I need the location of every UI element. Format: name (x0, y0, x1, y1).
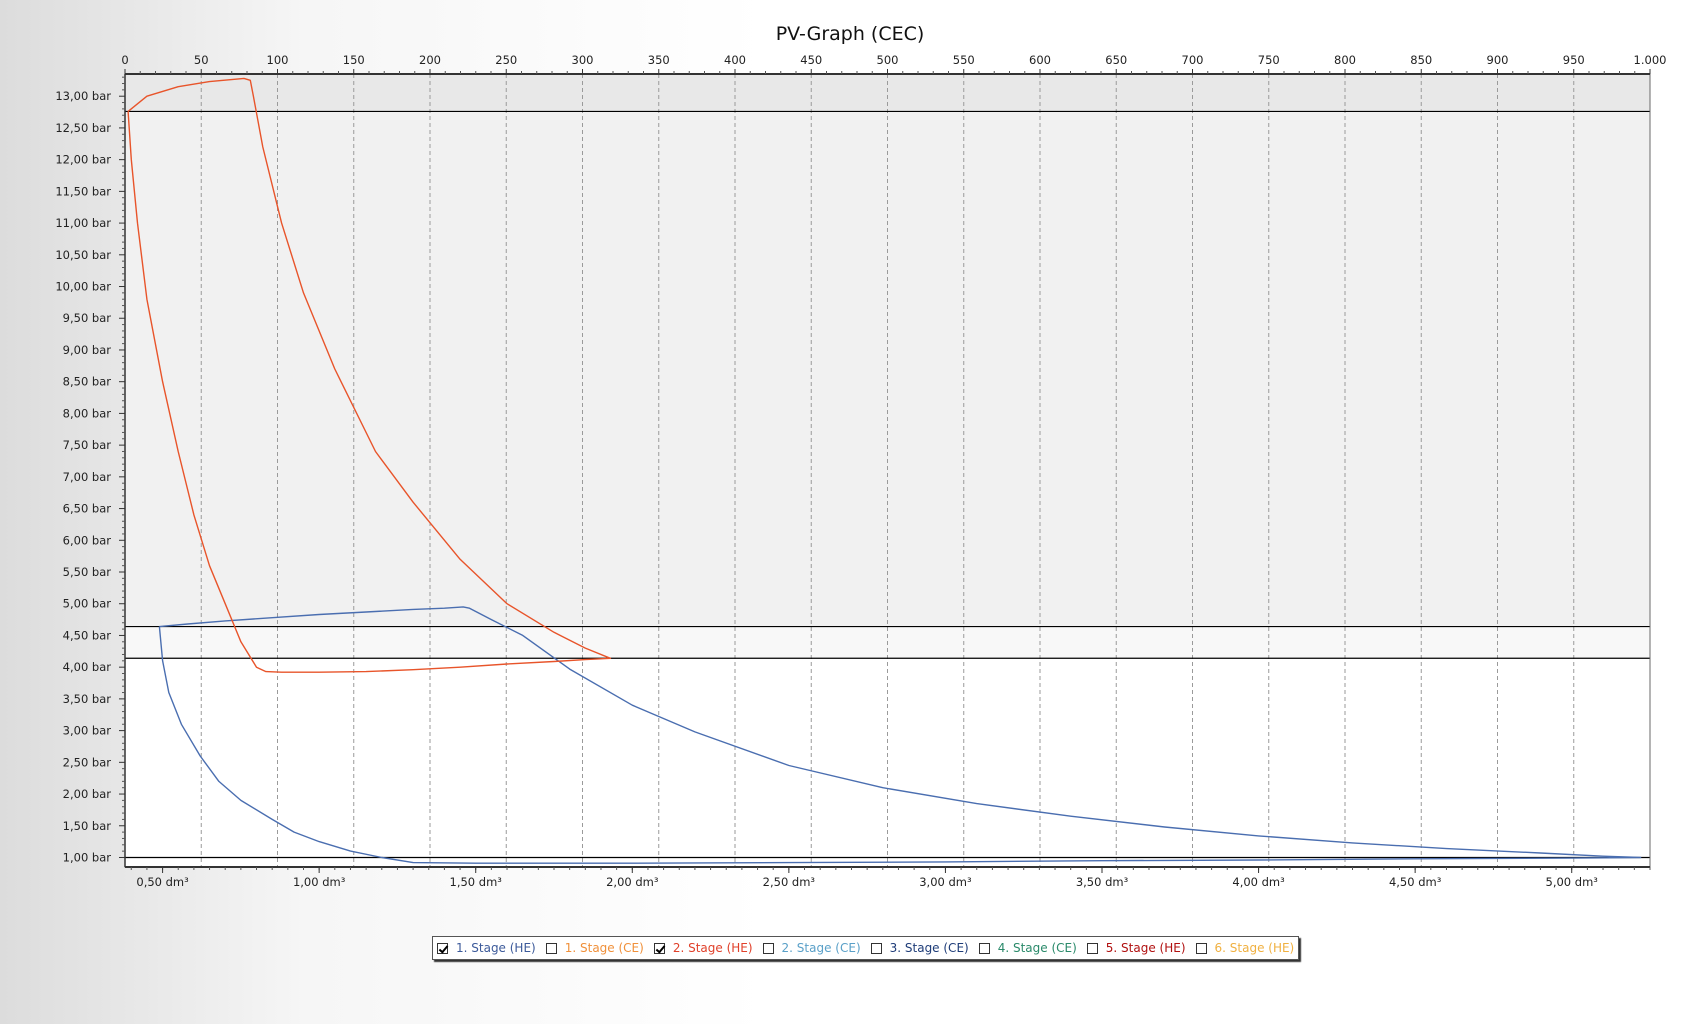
top-axis-tick-label: 0 (121, 53, 128, 67)
y-axis-tick-label: 1,50 bar (63, 819, 112, 833)
legend-item[interactable]: 4. Stage (CE) (978, 941, 1077, 955)
top-axis-tick-label: 750 (1258, 53, 1280, 67)
chart-legend: 1. Stage (HE) 1. Stage (CE) 2. Stage (HE) 2… (432, 936, 1300, 960)
y-axis-tick-label: 12,00 bar (55, 153, 111, 167)
y-axis-tick-label: 5,00 bar (63, 597, 112, 611)
x-axis-tick-label: 3,50 dm³ (1076, 875, 1129, 889)
legend-item[interactable]: 1. Stage (HE) (437, 941, 536, 955)
legend-item[interactable]: 5. Stage (HE) (1086, 941, 1186, 955)
y-axis-tick-label: 4,50 bar (63, 628, 112, 642)
series-line (158, 606, 1642, 864)
top-axis-tick-label: 500 (877, 53, 899, 67)
top-axis-tick-label: 650 (1105, 53, 1127, 67)
top-axis-tick-label: 400 (724, 53, 746, 67)
top-axis-tick-label: 350 (648, 53, 670, 67)
y-axis-tick-label: 3,00 bar (63, 724, 112, 738)
y-axis-tick-label: 10,00 bar (55, 280, 111, 294)
x-axis-tick-label: 2,00 dm³ (606, 875, 659, 889)
y-axis-tick-label: 10,50 bar (55, 248, 111, 262)
y-axis-tick-label: 6,00 bar (63, 533, 112, 547)
top-axis-tick-label: 800 (1334, 53, 1356, 67)
top-axis-tick-label: 150 (343, 53, 365, 67)
top-axis-tick-label: 450 (800, 53, 822, 67)
top-axis-tick-label: 850 (1410, 53, 1432, 67)
top-axis-tick-label: 1.000 (1634, 53, 1667, 67)
axes: 0 50 100 150 200 250 300 350 400 450 500 550 600 650 7… (55, 53, 1666, 889)
y-axis-tick-label: 12,50 bar (55, 121, 111, 135)
top-axis-tick-label: 550 (953, 53, 975, 67)
top-axis-tick-label: 50 (194, 53, 209, 67)
series-line (127, 77, 612, 673)
legend-checkbox[interactable] (437, 942, 448, 954)
y-axis-tick-label: 8,00 bar (63, 406, 112, 420)
legend-checkbox[interactable] (545, 942, 557, 954)
legend-label: 3. Stage (CE) (889, 941, 969, 955)
grid-lines (200, 74, 1575, 867)
x-axis-tick-label: 4,00 dm³ (1232, 875, 1285, 889)
top-axis-tick-label: 700 (1182, 53, 1204, 67)
top-axis-tick-label: 900 (1487, 53, 1509, 67)
y-axis-tick-label: 2,50 bar (63, 755, 112, 769)
y-axis-tick-label: 4,00 bar (63, 660, 112, 674)
top-axis-tick-label: 200 (419, 53, 441, 67)
legend-item[interactable]: 1. Stage (CE) (545, 941, 644, 955)
legend-label: 6. Stage (HE) (1214, 941, 1295, 955)
chart-title: PV-Graph (CEC) (776, 23, 925, 45)
y-axis-tick-label: 13,00 bar (55, 89, 111, 103)
y-axis-tick-label: 11,00 bar (55, 216, 111, 230)
legend-item[interactable]: 2. Stage (CE) (762, 941, 861, 955)
legend-label: 4. Stage (CE) (997, 941, 1077, 955)
legend-item[interactable]: 6. Stage (HE) (1195, 941, 1295, 955)
legend-checkbox[interactable] (978, 942, 990, 954)
x-axis-tick-label: 4,50 dm³ (1389, 875, 1442, 889)
x-axis-tick-label: 1,50 dm³ (450, 875, 503, 889)
top-axis-tick-label: 600 (1029, 53, 1051, 67)
legend-checkbox[interactable] (1086, 942, 1098, 954)
y-axis-tick-label: 9,00 bar (63, 343, 112, 357)
legend-label: 2. Stage (CE) (781, 941, 861, 955)
plot-series (127, 77, 1642, 864)
top-axis-tick-label: 950 (1563, 53, 1585, 67)
top-axis-tick-label: 300 (572, 53, 594, 67)
legend-item[interactable]: 2. Stage (HE) (653, 941, 753, 955)
y-axis-tick-label: 7,00 bar (63, 470, 112, 484)
legend-label: 1. Stage (HE) (456, 941, 536, 955)
legend-item[interactable]: 3. Stage (CE) (870, 941, 969, 955)
x-axis-tick-label: 5,00 dm³ (1546, 875, 1599, 889)
top-axis-tick-label: 250 (495, 53, 517, 67)
y-axis-tick-label: 2,00 bar (63, 787, 112, 801)
y-axis-tick-label: 1,00 bar (63, 850, 112, 864)
y-axis-tick-label: 6,50 bar (63, 502, 112, 516)
x-axis-tick-label: 1,00 dm³ (293, 875, 346, 889)
legend-checkbox[interactable] (653, 942, 665, 954)
y-axis-tick-label: 8,50 bar (63, 375, 112, 389)
legend-label: 2. Stage (HE) (672, 941, 753, 955)
y-axis-tick-label: 7,50 bar (63, 438, 112, 452)
x-axis-tick-label: 2,50 dm³ (763, 875, 816, 889)
x-axis-tick-label: 0,50 dm³ (136, 875, 189, 889)
legend-label: 1. Stage (CE) (564, 941, 644, 955)
x-axis-tick-label: 3,00 dm³ (919, 875, 972, 889)
legend-checkbox[interactable] (762, 942, 774, 954)
legend-checkbox[interactable] (870, 942, 882, 954)
legend-label: 5. Stage (HE) (1105, 941, 1186, 955)
legend-checkbox[interactable] (1195, 942, 1207, 954)
y-axis-tick-label: 5,50 bar (63, 565, 112, 579)
top-axis-tick-label: 100 (267, 53, 289, 67)
y-axis-tick-label: 11,50 bar (55, 184, 111, 198)
y-axis-tick-label: 3,50 bar (63, 692, 112, 706)
y-axis-tick-label: 9,50 bar (63, 311, 112, 325)
